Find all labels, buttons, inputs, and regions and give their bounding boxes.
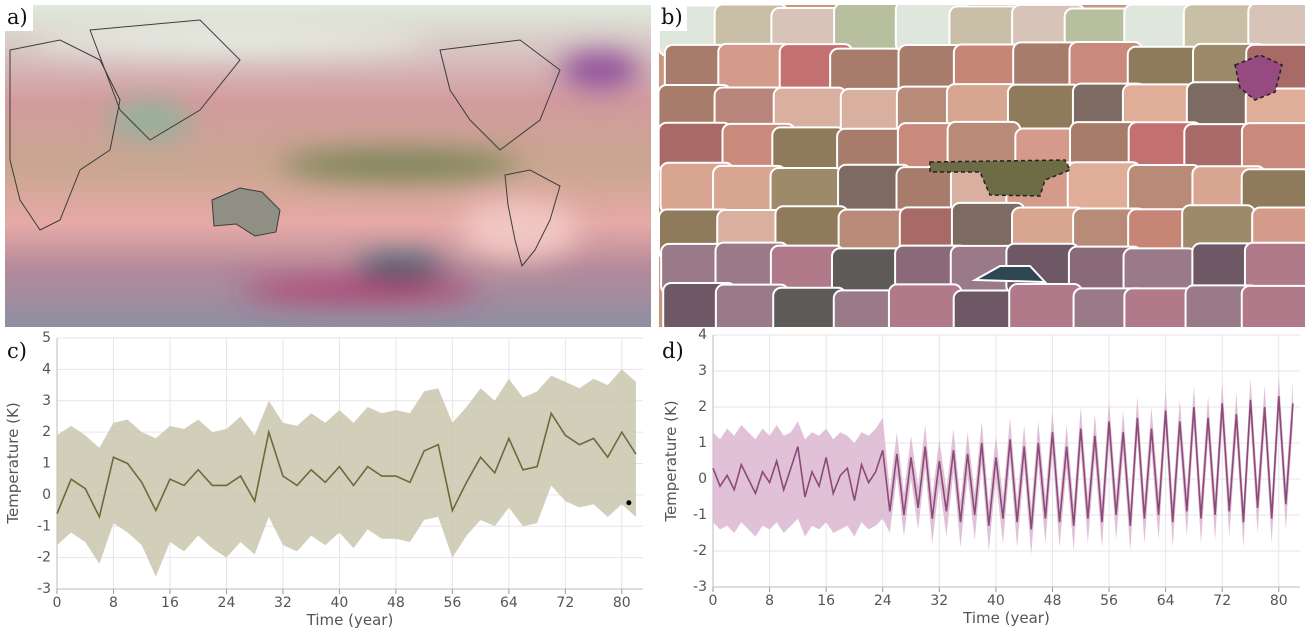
label-box [5,5,33,31]
y-tick-label: 4 [698,327,707,343]
x-tick-label: 64 [1157,593,1175,609]
region-highlight [929,159,1072,197]
line [56,411,637,520]
x-tick-label: 72 [1213,593,1231,609]
x-tick-label: 32 [274,595,292,611]
x-tick-label: 80 [613,595,631,611]
x-tick-label: 0 [53,595,62,611]
x-tick-label: 56 [443,595,461,611]
x-tick-label: 0 [709,593,718,609]
x-tick-label: 48 [387,595,405,611]
x-tick-label: 56 [1100,593,1118,609]
y-tick-label: -2 [37,550,51,566]
region-highlight [1234,54,1283,101]
region [971,265,1048,284]
panel-label: b) [661,5,683,29]
x-tick-label: 32 [930,593,948,609]
line [712,396,1294,530]
x-axis-label: Time (year) [306,611,394,629]
y-tick-label: 2 [698,399,707,415]
x-tick-label: 24 [218,595,236,611]
region [887,283,963,327]
map-a [5,5,651,327]
point [626,500,632,506]
y-tick-label: 5 [42,330,51,346]
x-tick-label: 16 [817,593,835,609]
x-tick-label: 8 [109,595,118,611]
y-tick-label: 3 [698,363,707,379]
x-tick-label: 40 [987,593,1005,609]
x-tick-label: 16 [161,595,179,611]
band [57,369,636,577]
region [1008,283,1083,327]
x-tick-label: 72 [556,595,574,611]
y-tick-label: -2 [693,543,707,559]
y-tick-label: 3 [42,393,51,409]
x-tick-label: 24 [874,593,892,609]
x-axis-label: Time (year) [962,609,1050,627]
y-tick-label: 1 [698,435,707,451]
map-b [659,5,1305,327]
panel-label: d) [662,339,684,363]
region [1240,284,1305,327]
y-axis-label: Temperature (K) [662,400,680,522]
y-tick-label: -1 [37,518,51,534]
y-tick-label: -3 [693,579,707,595]
y-tick-label: 0 [698,471,707,487]
y-tick-label: -3 [37,581,51,597]
y-tick-label: 0 [42,487,51,503]
x-tick-label: 64 [500,595,518,611]
y-tick-label: -1 [693,507,707,523]
y-axis-label: Temperature (K) [4,402,22,524]
y-tick-label: 4 [42,361,51,377]
band [713,374,1293,555]
panel-label: a) [7,5,28,29]
x-tick-label: 8 [765,593,774,609]
x-tick-label: 40 [330,595,348,611]
y-tick-label: 2 [42,424,51,440]
panel-label: c) [7,339,27,363]
label-box [659,5,687,31]
y-tick-label: 1 [42,456,51,472]
x-tick-label: 48 [1044,593,1062,609]
x-tick-label: 80 [1270,593,1288,609]
